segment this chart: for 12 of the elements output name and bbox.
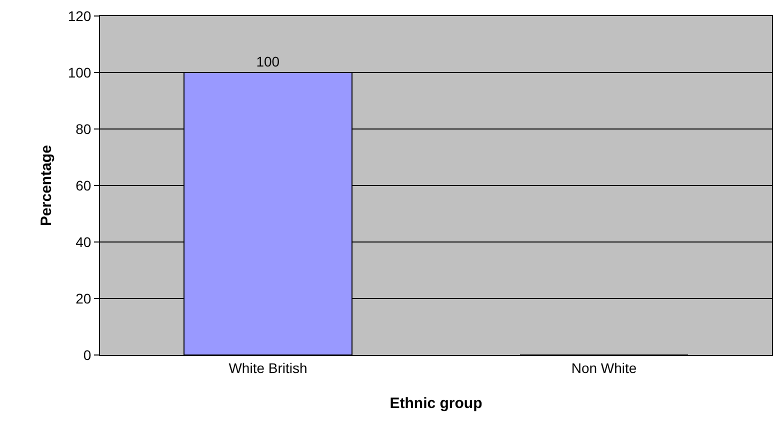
y-tick-label: 40 [76, 234, 92, 250]
y-tick-label: 80 [76, 120, 92, 137]
data-label: 100 [256, 54, 280, 70]
x-axis-title: Ethnic group [390, 394, 482, 412]
y-axis-title: Percentage [38, 145, 56, 226]
y-tick-label: 60 [76, 177, 92, 194]
x-tick-label: Non White [571, 360, 637, 376]
y-tick-label: 100 [68, 64, 92, 80]
y-tick-label: 0 [83, 346, 92, 363]
y-tick-label: 120 [68, 8, 92, 24]
x-tick-label: White British [228, 360, 308, 376]
y-tick-label: 20 [76, 290, 92, 306]
